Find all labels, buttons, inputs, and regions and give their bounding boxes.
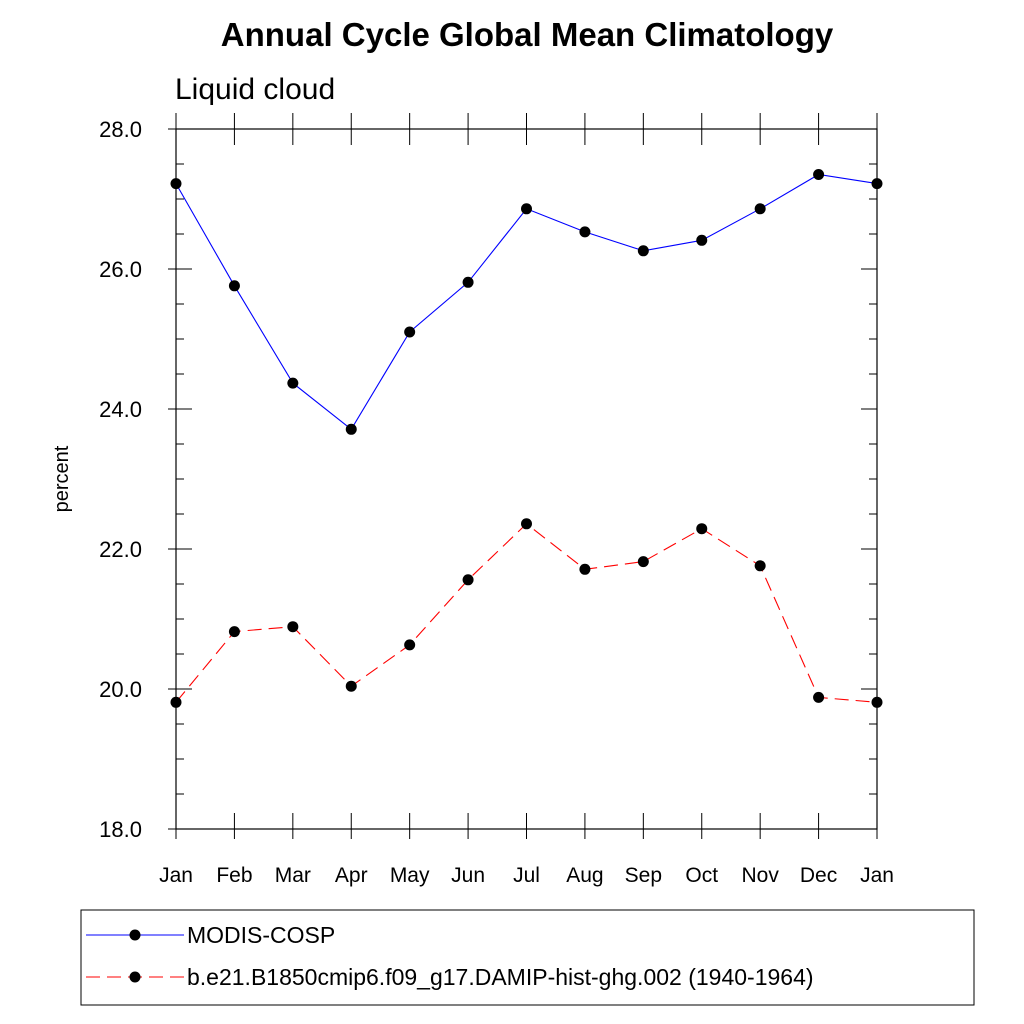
data-point bbox=[579, 226, 591, 238]
x-tick-label: Aug bbox=[566, 864, 603, 887]
data-point bbox=[579, 563, 591, 575]
data-point bbox=[521, 518, 532, 530]
data-point bbox=[696, 523, 708, 535]
data-point bbox=[170, 178, 182, 190]
plot-frame bbox=[175, 128, 878, 830]
y-tick-labels: 18.0 20.0 22.0 24.0 26.0 28.0 bbox=[99, 117, 142, 842]
x-tick-labels: Jan Feb Mar Apr May Jun Jul Aug Sep Oct Nov Dec Jan bbox=[159, 864, 894, 887]
x-tick-label: Sep bbox=[625, 864, 662, 887]
y-axis-label: percent bbox=[51, 445, 73, 512]
data-point bbox=[345, 680, 357, 692]
y-tick-label: 20.0 bbox=[99, 677, 142, 702]
data-point bbox=[462, 276, 474, 288]
chart-title: Annual Cycle Global Mean Climatology bbox=[221, 16, 834, 53]
x-tick-label: Dec bbox=[800, 864, 837, 887]
x-tick-label: Jun bbox=[451, 864, 485, 887]
data-point bbox=[521, 203, 532, 215]
data-point bbox=[754, 203, 766, 215]
x-tick-label: Jan bbox=[860, 864, 894, 887]
y-tick-label: 28.0 bbox=[99, 117, 142, 142]
series-2 bbox=[170, 518, 883, 708]
data-point bbox=[228, 626, 240, 638]
y-tick-label: 24.0 bbox=[99, 397, 142, 422]
legend-label: b.e21.B1850cmip6.f09_g17.DAMIP-hist-ghg.… bbox=[187, 964, 814, 990]
data-point bbox=[404, 639, 416, 651]
data-point bbox=[871, 696, 883, 708]
data-point bbox=[170, 696, 182, 708]
data-point bbox=[287, 621, 299, 633]
x-tick-label: Oct bbox=[685, 864, 718, 887]
legend-marker bbox=[129, 929, 141, 941]
data-point bbox=[871, 178, 883, 190]
legend-box bbox=[80, 909, 975, 1006]
data-point bbox=[696, 234, 708, 246]
data-point bbox=[813, 691, 825, 703]
x-tick-label: Jan bbox=[159, 864, 193, 887]
x-tick-label: May bbox=[390, 864, 430, 887]
data-point bbox=[754, 560, 766, 572]
data-point bbox=[287, 377, 299, 389]
legend: MODIS-COSP b.e21.B1850cmip6.f09_g17.DAMIP… bbox=[86, 922, 814, 990]
data-point bbox=[228, 280, 240, 292]
data-point bbox=[813, 169, 825, 180]
x-tick-label: Apr bbox=[335, 864, 368, 887]
x-tick-label: Feb bbox=[216, 864, 252, 887]
y-tick-label: 18.0 bbox=[99, 817, 142, 842]
legend-label: MODIS-COSP bbox=[187, 922, 335, 948]
y-tick-label: 26.0 bbox=[99, 257, 142, 282]
y-tick-label: 22.0 bbox=[99, 537, 142, 562]
data-point bbox=[637, 556, 649, 568]
data-point bbox=[637, 245, 649, 257]
axis-ticks bbox=[168, 113, 878, 839]
series-line bbox=[175, 523, 878, 703]
x-tick-label: Jul bbox=[513, 864, 540, 887]
x-tick-label: Mar bbox=[275, 864, 311, 887]
data-point bbox=[345, 423, 357, 435]
series-1 bbox=[170, 169, 883, 435]
x-tick-label: Nov bbox=[741, 864, 779, 887]
chart-subtitle: Liquid cloud bbox=[175, 73, 335, 106]
series-layer bbox=[170, 169, 883, 708]
data-point bbox=[462, 574, 474, 586]
legend-marker bbox=[129, 971, 141, 983]
data-point bbox=[404, 326, 416, 338]
